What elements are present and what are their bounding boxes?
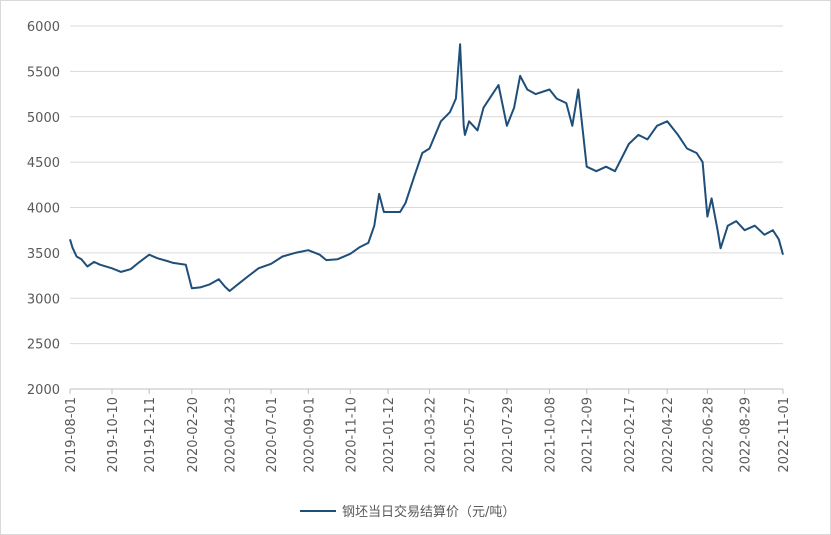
y-tick-label: 4000 [27, 202, 60, 217]
x-tick-label: 2022-02-17 [623, 397, 638, 473]
y-tick-label: 5000 [27, 111, 60, 126]
x-axis [69, 388, 784, 394]
y-tick-label: 6000 [27, 20, 60, 35]
x-tick-label: 2022-11-01 [777, 397, 792, 473]
x-tick-label: 2019-10-10 [106, 397, 121, 473]
x-tick-label: 2021-10-08 [544, 397, 559, 473]
x-tick-label: 2022-06-28 [701, 397, 716, 473]
x-axis-tick-labels: 2019-08-01 2019-10-10 2019-12-11 2020-02-20… [64, 397, 792, 473]
x-tick-label: 2021-03-22 [424, 397, 439, 473]
y-tick-label: 2500 [27, 338, 60, 353]
x-tick-label: 2019-08-01 [64, 397, 79, 473]
y-tick-label: 3500 [27, 247, 60, 262]
x-tick-label: 2019-12-11 [143, 397, 158, 473]
y-axis-tick-labels: 2000 2500 3000 3500 4000 4500 5000 5500 6000 [27, 20, 60, 398]
x-tick-label: 2020-02-20 [186, 397, 201, 473]
x-tick-label: 2020-04-23 [224, 397, 239, 473]
grid-lines [70, 25, 783, 390]
x-tick-label: 2021-12-09 [581, 397, 596, 473]
x-tick-label: 2022-08-29 [739, 397, 754, 473]
legend: 钢坯当日交易结算价（元/吨） [300, 504, 515, 520]
y-tick-label: 4500 [27, 156, 60, 171]
legend-label: 钢坯当日交易结算价（元/吨） [342, 504, 515, 520]
y-tick-label: 2000 [27, 383, 60, 398]
series-line [69, 43, 784, 292]
x-tick-label: 2020-09-01 [302, 397, 317, 473]
y-tick-label: 3000 [27, 292, 60, 307]
x-tick-label: 2020-07-01 [265, 397, 280, 473]
x-tick-label: 2020-11-10 [344, 397, 359, 473]
x-tick-label: 2021-01-12 [382, 397, 397, 473]
x-tick-label: 2022-04-22 [661, 397, 676, 473]
x-tick-label: 2021-07-29 [501, 397, 516, 473]
x-tick-label: 2021-05-27 [463, 397, 478, 473]
y-tick-label: 5500 [27, 65, 60, 80]
series-layer [69, 43, 784, 292]
